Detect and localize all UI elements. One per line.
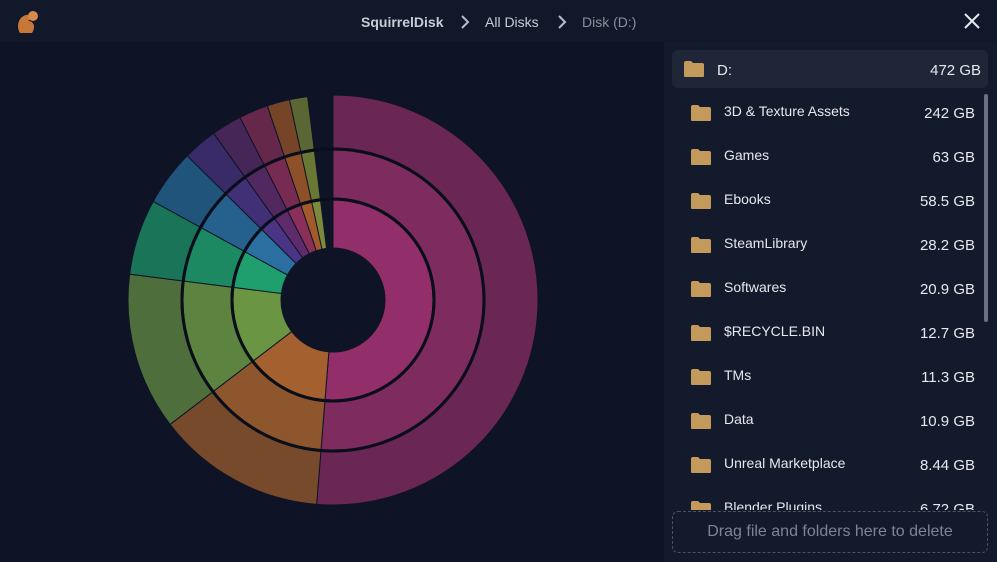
folder-size: 10.9 GB <box>919 413 975 430</box>
breadcrumb[interactable]: All Disks <box>485 14 539 30</box>
folder-row[interactable]: Data 10.9 GB <box>672 400 982 440</box>
drop-zone[interactable]: Drag file and folders here to delete <box>672 511 988 553</box>
chevron <box>558 15 567 29</box>
app-icon <box>18 11 38 33</box>
root-size: 472 GB <box>930 62 981 79</box>
folder-icon <box>691 193 711 209</box>
scrollbar[interactable] <box>984 94 988 322</box>
breadcrumb-current: Disk (D:) <box>582 14 637 30</box>
folder-row[interactable]: Blender Plugins 6.72 GB <box>672 488 982 510</box>
folder-size: 12.7 GB <box>919 325 975 342</box>
folder-row[interactable]: Softwares 20.9 GB <box>672 268 982 308</box>
folder-icon <box>691 149 711 165</box>
folder-icon <box>691 457 711 473</box>
folder-size: 11.3 GB <box>921 369 975 386</box>
folder-row[interactable]: $RECYCLE.BIN 12.7 GB <box>672 312 982 352</box>
folder-icon <box>691 237 711 253</box>
folder-icon <box>684 61 704 77</box>
folder-row[interactable]: SteamLibrary 28.2 GB <box>672 224 982 264</box>
root-name: D: <box>717 62 732 79</box>
close-button[interactable] <box>962 11 982 31</box>
ring-border <box>230 197 436 403</box>
folder-list: 3D & Texture Assets 242 GB Games 63 GB Ebook… <box>672 92 988 510</box>
folder-name: TMs <box>724 367 752 383</box>
folder-name: 3D & Texture Assets <box>724 103 850 119</box>
folder-name: SteamLibrary <box>724 235 808 251</box>
folder-name: Unreal Marketplace <box>724 455 846 471</box>
ring-border <box>180 147 486 453</box>
folder-name: Blender Plugins <box>724 499 823 510</box>
root-row[interactable]: D: 472 GB <box>672 50 988 88</box>
folder-size: 28.2 GB <box>919 237 975 254</box>
folder-icon <box>691 105 711 121</box>
titlebar: SquirrelDisk All Disks Disk (D:) <box>0 0 997 42</box>
folder-icon <box>691 501 711 510</box>
sunburst <box>127 94 539 506</box>
folder-size: 20.9 GB <box>919 281 975 298</box>
folder-name: $RECYCLE.BIN <box>724 323 826 339</box>
chevron <box>461 15 470 29</box>
folder-size: 6.72 GB <box>919 501 975 510</box>
side-panel <box>664 42 997 562</box>
folder-row[interactable]: Games 63 GB <box>672 136 982 176</box>
folder-name: Data <box>724 411 754 427</box>
folder-size: 63 GB <box>932 149 975 166</box>
folder-icon <box>691 369 711 385</box>
folder-size: 242 GB <box>924 105 975 122</box>
folder-name: Games <box>724 147 770 163</box>
folder-row[interactable]: 3D & Texture Assets 242 GB <box>672 92 982 132</box>
folder-row[interactable]: Ebooks 58.5 GB <box>672 180 982 220</box>
folder-icon <box>691 413 711 429</box>
folder-size: 8.44 GB <box>919 457 975 474</box>
folder-size: 58.5 GB <box>919 193 975 210</box>
folder-name: Softwares <box>724 279 787 295</box>
folder-row[interactable]: Unreal Marketplace 8.44 GB <box>672 444 982 484</box>
breadcrumb-app[interactable]: SquirrelDisk <box>361 14 444 30</box>
folder-icon <box>691 281 711 297</box>
folder-icon <box>691 325 711 341</box>
folder-name: Ebooks <box>724 191 771 207</box>
folder-row[interactable]: TMs 11.3 GB <box>672 356 982 396</box>
